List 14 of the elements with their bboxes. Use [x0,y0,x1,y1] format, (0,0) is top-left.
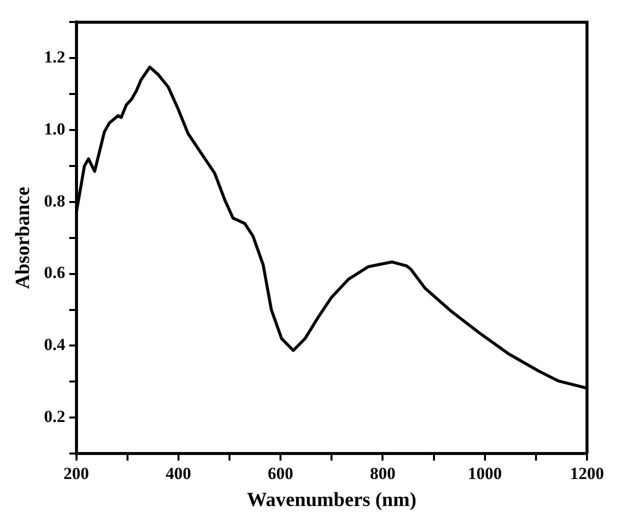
y-tick-label: 0.6 [44,263,66,282]
y-axis-title: Absorbance [12,186,34,290]
x-tick-label: 600 [268,464,294,484]
x-axis-title: Wavenumbers (nm) [246,489,416,512]
y-tick-label: 0.2 [44,407,66,426]
y-tick-label: 1.0 [44,119,66,138]
y-tick-label: 0.8 [44,191,66,210]
y-tick-label: 0.4 [44,335,66,354]
x-tick-label: 200 [64,464,89,484]
x-tick-label: 1200 [570,464,604,484]
x-tick-label: 1000 [468,464,502,484]
x-tick-label: 800 [370,464,396,484]
y-tick-label: 1.2 [44,48,66,67]
x-tick-label: 400 [166,464,192,484]
